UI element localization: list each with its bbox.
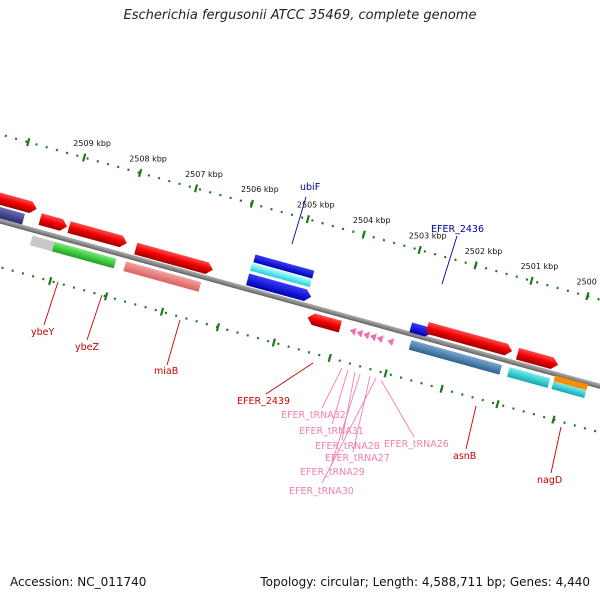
gene-left-red-2[interactable]: [0, 189, 38, 214]
ruler-tick-label: 2508 kbp: [129, 154, 167, 163]
connector-tRNA26: [380, 379, 415, 438]
label-nagD[interactable]: nagD: [537, 475, 562, 486]
connector-tRNA28: [341, 371, 356, 441]
ruler-tick-label: 2505 kbp: [297, 201, 335, 210]
inner-major-tick: [103, 292, 109, 301]
gene-ubiF-blue-2[interactable]: [246, 273, 313, 303]
genome-backbone: [0, 200, 600, 407]
gene-ubiF-cyan[interactable]: [249, 262, 312, 288]
outer-major-tick: [305, 215, 310, 224]
trna-arrow[interactable]: [355, 328, 364, 338]
gene-nagD-teal[interactable]: [507, 367, 551, 388]
gene-nagD-red[interactable]: [515, 347, 560, 371]
outer-major-tick: [82, 153, 87, 162]
label-EFER-2439[interactable]: EFER_2439: [237, 396, 290, 407]
outer-major-tick: [137, 168, 143, 178]
gene-ybeZ-green[interactable]: [52, 241, 117, 269]
inner-major-tick: [327, 353, 332, 363]
ruler-labels: 2509 kbp 2508 kbp 2507 kbp 2506 kbp 2505 kbp…: [73, 139, 600, 287]
outer-major-tick: [361, 230, 366, 239]
inner-major-tick: [215, 323, 221, 332]
gene-labels: ubiF EFER_2436 ybeY ybeZ miaB EFER_2439 …: [31, 182, 562, 497]
connector-tRNA30: [321, 377, 377, 484]
outer-major-ticks: [26, 138, 590, 301]
label-tRNA29[interactable]: EFER_tRNA29: [300, 467, 365, 478]
gene-ubiF-blue[interactable]: [253, 254, 315, 279]
connector-ubiF: [291, 196, 307, 245]
connector-ybeY: [43, 281, 59, 326]
connector-asnB: [465, 405, 477, 450]
inner-major-tick: [439, 384, 444, 393]
ruler-tick-label: 2502 kbp: [465, 247, 503, 256]
inner-major-tick: [271, 338, 276, 347]
connector-EFER-2439: [265, 362, 314, 395]
inner-major-tick: [551, 415, 556, 424]
outer-major-tick: [249, 199, 255, 208]
trna-cluster: [349, 326, 395, 347]
connector-nagD: [550, 426, 562, 474]
inner-major-tick: [495, 400, 500, 409]
connector-ybeZ: [86, 294, 103, 341]
connector-tRNA31: [331, 369, 349, 425]
connector-tRNA29: [330, 373, 361, 467]
accession-text: Accession: NC_011740: [10, 575, 147, 589]
label-tRNA26[interactable]: EFER_tRNA26: [384, 439, 449, 450]
gene-left-navy[interactable]: [0, 189, 25, 225]
ruler-tick-label: 2509 kbp: [73, 139, 111, 148]
gene-miaB-salmon[interactable]: [123, 261, 202, 292]
outer-major-tick: [193, 184, 199, 193]
inner-major-ticks: [48, 276, 556, 424]
ruler-tick-label: 2506 kbp: [241, 185, 279, 194]
outer-major-tick: [585, 292, 590, 301]
ruler-tick-label: 2500 kbp: [577, 278, 600, 287]
inner-major-tick: [383, 369, 388, 378]
trna-arrow[interactable]: [369, 332, 377, 342]
connector-EFER-2436: [441, 235, 458, 285]
topology-text: Topology: circular; Length: 4,588,711 bp…: [260, 575, 590, 589]
connector-tRNA32: [321, 367, 343, 409]
label-tRNA32[interactable]: EFER_tRNA32: [281, 410, 346, 421]
label-tRNA31[interactable]: EFER_tRNA31: [299, 426, 364, 437]
connector-tRNA27: [352, 375, 371, 453]
label-ybeZ[interactable]: ybeZ: [75, 342, 99, 353]
connector-miaB: [166, 319, 181, 366]
map-title: Escherichia fergusonii ATCC 35469, compl…: [123, 8, 477, 23]
ruler-tick-label: 2503 kbp: [409, 231, 447, 240]
inner-major-tick: [159, 307, 165, 316]
outer-major-tick: [529, 276, 534, 285]
gene-red-d[interactable]: [425, 321, 514, 357]
outer-major-tick: [473, 261, 478, 270]
gene-right-orange[interactable]: [553, 375, 588, 391]
trna-arrow[interactable]: [362, 330, 371, 340]
gene-red-a[interactable]: [38, 213, 69, 232]
gene-right-teal[interactable]: [551, 381, 587, 398]
trna-arrow[interactable]: [376, 334, 384, 344]
trna-arrow[interactable]: [349, 326, 357, 336]
label-connectors: [43, 196, 562, 484]
outer-major-tick: [26, 138, 31, 147]
ruler-tick-label: 2507 kbp: [185, 170, 223, 179]
gene-ybeZ-gray[interactable]: [29, 235, 55, 252]
label-ybeY[interactable]: ybeY: [31, 327, 54, 338]
ruler-tick-label: 2504 kbp: [353, 216, 391, 225]
label-asnB[interactable]: asnB: [453, 451, 476, 462]
label-EFER-2436[interactable]: EFER_2436: [431, 224, 484, 235]
label-tRNA30[interactable]: EFER_tRNA30: [289, 486, 354, 497]
gene-EFER-2439-red[interactable]: [306, 312, 342, 333]
trna-arrow[interactable]: [386, 337, 395, 347]
ruler-tick-label: 2501 kbp: [521, 262, 559, 271]
outer-major-tick: [417, 245, 422, 255]
inner-major-tick: [48, 276, 53, 286]
label-miaB[interactable]: miaB: [154, 366, 178, 377]
gene-red-b[interactable]: [67, 221, 128, 249]
label-ubiF[interactable]: ubiF: [300, 182, 320, 193]
label-tRNA27[interactable]: EFER_tRNA27: [325, 453, 390, 464]
label-tRNA28[interactable]: EFER_tRNA28: [315, 441, 380, 452]
gene-asnB-steel[interactable]: [408, 340, 502, 375]
gene-red-c[interactable]: [134, 242, 214, 276]
